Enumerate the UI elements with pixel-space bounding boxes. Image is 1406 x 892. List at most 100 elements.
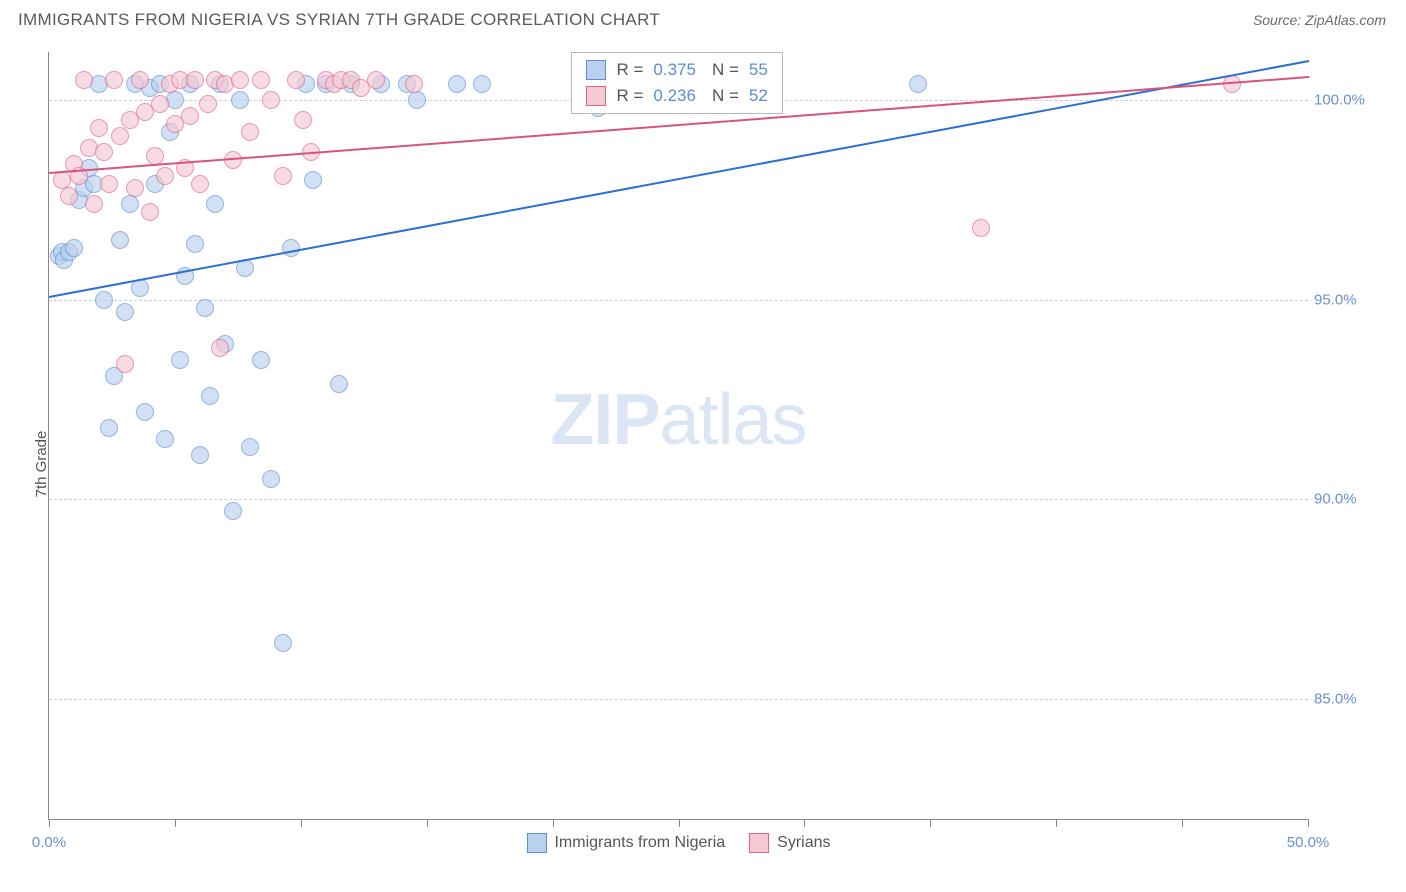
scatter-point	[105, 71, 123, 89]
x-tick	[427, 819, 428, 827]
scatter-point	[367, 71, 385, 89]
y-tick-label: 85.0%	[1314, 691, 1400, 708]
bottom-legend: Immigrants from Nigeria Syrians	[526, 833, 830, 853]
scatter-point	[909, 75, 927, 93]
scatter-point	[196, 299, 214, 317]
scatter-point	[126, 179, 144, 197]
x-tick	[175, 819, 176, 827]
scatter-point	[473, 75, 491, 93]
x-tick	[1308, 819, 1309, 827]
plot-area: ZIPatlas 85.0%90.0%95.0%100.0%0.0%50.0%R…	[48, 52, 1308, 820]
x-tick	[930, 819, 931, 827]
scatter-point	[95, 291, 113, 309]
scatter-point	[241, 438, 259, 456]
scatter-point	[146, 147, 164, 165]
gridline	[49, 300, 1308, 301]
scatter-point	[75, 71, 93, 89]
x-tick-label: 50.0%	[1287, 834, 1330, 851]
scatter-point	[100, 175, 118, 193]
scatter-point	[206, 195, 224, 213]
scatter-point	[199, 95, 217, 113]
x-tick	[1056, 819, 1057, 827]
legend-swatch	[586, 60, 606, 80]
scatter-point	[131, 71, 149, 89]
scatter-point	[181, 107, 199, 125]
scatter-point	[241, 123, 259, 141]
scatter-point	[274, 167, 292, 185]
scatter-point	[111, 127, 129, 145]
scatter-point	[448, 75, 466, 93]
x-tick	[301, 819, 302, 827]
y-tick-label: 100.0%	[1314, 91, 1400, 108]
scatter-point	[262, 470, 280, 488]
scatter-point	[60, 187, 78, 205]
stat-n-value: 55	[749, 60, 768, 80]
scatter-point	[151, 95, 169, 113]
scatter-point	[252, 71, 270, 89]
legend-entry: Syrians	[749, 833, 830, 853]
scatter-point	[186, 71, 204, 89]
y-tick-label: 95.0%	[1314, 291, 1400, 308]
stat-r-value: 0.236	[653, 86, 696, 106]
stat-n-value: 52	[749, 86, 768, 106]
legend-swatch	[749, 833, 769, 853]
scatter-point	[116, 303, 134, 321]
legend-swatch	[526, 833, 546, 853]
scatter-point	[231, 91, 249, 109]
scatter-point	[274, 634, 292, 652]
scatter-point	[141, 203, 159, 221]
scatter-point	[201, 387, 219, 405]
scatter-point	[294, 111, 312, 129]
x-tick	[49, 819, 50, 827]
x-tick	[1182, 819, 1183, 827]
stats-box: R = 0.375 N = 55 R = 0.236 N = 52	[571, 52, 782, 114]
legend-label: Syrians	[777, 834, 830, 852]
x-tick	[679, 819, 680, 827]
scatter-point	[282, 239, 300, 257]
scatter-point	[191, 175, 209, 193]
chart-source: Source: ZipAtlas.com	[1253, 12, 1386, 28]
chart-title: IMMIGRANTS FROM NIGERIA VS SYRIAN 7TH GR…	[18, 10, 660, 30]
scatter-point	[252, 351, 270, 369]
scatter-point	[95, 143, 113, 161]
x-tick	[553, 819, 554, 827]
watermark-bold: ZIP	[550, 380, 659, 460]
scatter-point	[136, 403, 154, 421]
scatter-point	[121, 195, 139, 213]
stat-r-label: R =	[616, 86, 643, 106]
scatter-point	[191, 446, 209, 464]
stat-n-label: N =	[712, 60, 739, 80]
scatter-point	[171, 351, 189, 369]
watermark: ZIPatlas	[550, 379, 806, 461]
gridline	[49, 499, 1308, 500]
scatter-point	[405, 75, 423, 93]
scatter-point	[166, 91, 184, 109]
scatter-point	[224, 502, 242, 520]
chart-container: 7th Grade ZIPatlas 85.0%90.0%95.0%100.0%…	[0, 40, 1406, 888]
stats-row: R = 0.236 N = 52	[572, 83, 781, 109]
scatter-point	[186, 235, 204, 253]
y-tick-label: 90.0%	[1314, 491, 1400, 508]
watermark-rest: atlas	[659, 380, 806, 460]
scatter-point	[211, 339, 229, 357]
gridline	[49, 699, 1308, 700]
scatter-point	[330, 375, 348, 393]
scatter-point	[65, 239, 83, 257]
chart-header: IMMIGRANTS FROM NIGERIA VS SYRIAN 7TH GR…	[0, 0, 1406, 40]
x-tick	[804, 819, 805, 827]
stat-n-label: N =	[712, 86, 739, 106]
scatter-point	[90, 119, 108, 137]
scatter-point	[85, 195, 103, 213]
legend-label: Immigrants from Nigeria	[554, 834, 725, 852]
legend-swatch	[586, 86, 606, 106]
x-tick-label: 0.0%	[32, 834, 66, 851]
scatter-point	[408, 91, 426, 109]
scatter-point	[287, 71, 305, 89]
scatter-point	[111, 231, 129, 249]
scatter-point	[262, 91, 280, 109]
scatter-point	[116, 355, 134, 373]
stat-r-label: R =	[616, 60, 643, 80]
scatter-point	[972, 219, 990, 237]
stat-r-value: 0.375	[653, 60, 696, 80]
legend-entry: Immigrants from Nigeria	[526, 833, 725, 853]
